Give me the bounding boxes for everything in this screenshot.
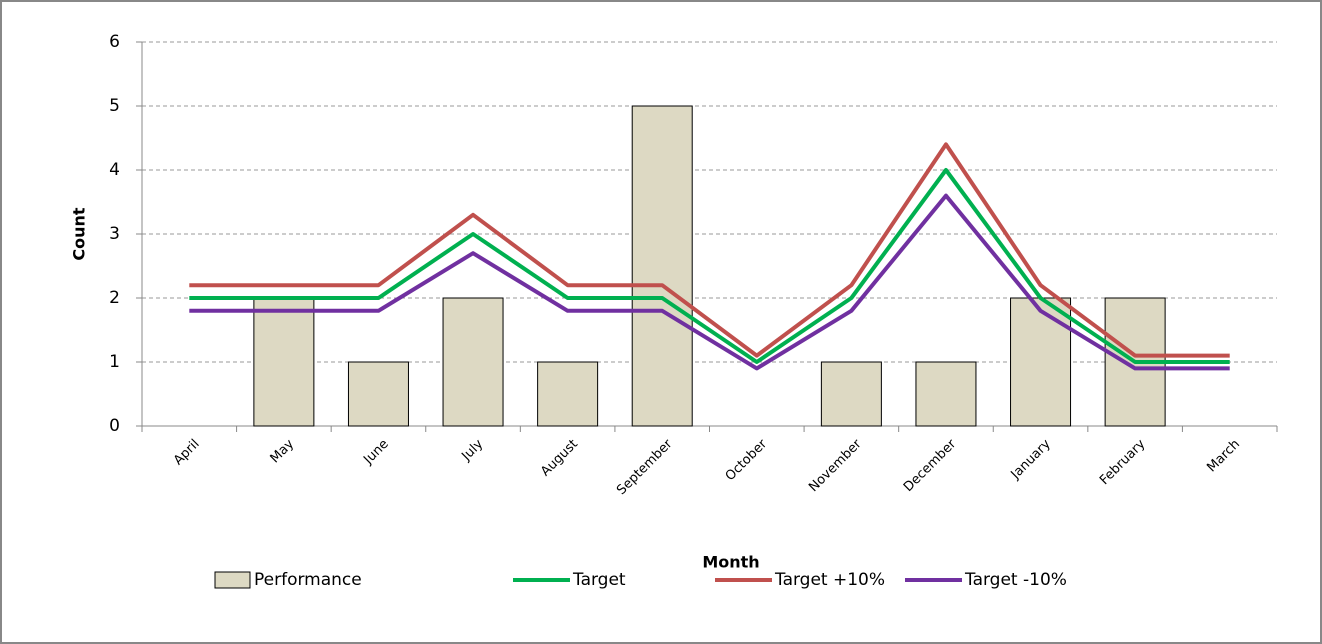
legend-label: Target +10% bbox=[774, 570, 885, 590]
legend-label: Target -10% bbox=[964, 570, 1067, 590]
y-tick-label: 5 bbox=[109, 96, 120, 116]
y-tick-label: 1 bbox=[109, 352, 120, 372]
bar bbox=[347, 361, 409, 427]
bar bbox=[442, 297, 504, 427]
bar bbox=[1010, 297, 1072, 427]
y-tick-label: 4 bbox=[109, 160, 120, 180]
bar bbox=[537, 361, 599, 427]
y-axis-title: Count bbox=[70, 207, 89, 261]
legend-label: Performance bbox=[254, 570, 362, 590]
line bbox=[189, 142, 1230, 358]
y-tick-label: 0 bbox=[109, 416, 120, 436]
bar bbox=[915, 361, 977, 427]
bar bbox=[253, 297, 315, 427]
x-axis-title: Month bbox=[702, 553, 759, 572]
y-tick-label: 6 bbox=[109, 32, 120, 52]
bar bbox=[820, 361, 882, 427]
legend-swatch bbox=[214, 571, 251, 589]
y-tick-label: 3 bbox=[109, 224, 120, 244]
bar bbox=[631, 105, 693, 427]
line bbox=[189, 168, 1230, 364]
legend-label: Target bbox=[572, 570, 626, 590]
y-tick-label: 2 bbox=[109, 288, 120, 308]
line bbox=[189, 193, 1230, 371]
